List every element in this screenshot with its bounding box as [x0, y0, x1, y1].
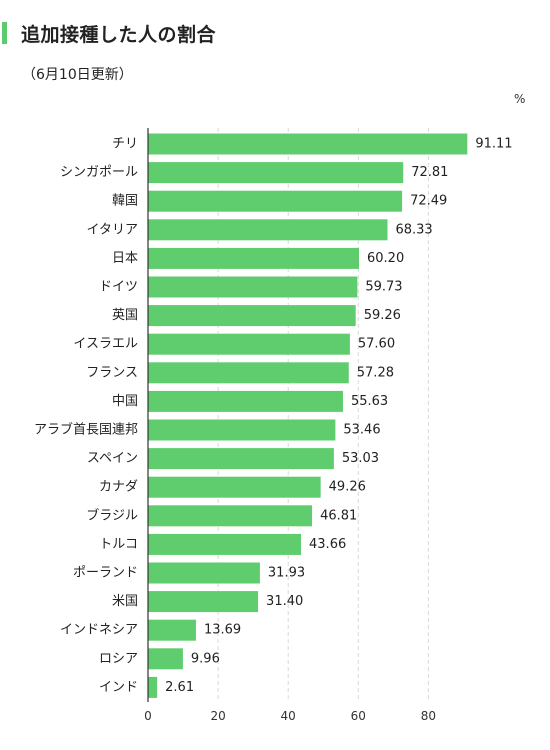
bar — [148, 476, 321, 498]
update-date: （6月10日更新） — [22, 67, 133, 83]
category-label: イタリア — [87, 222, 138, 237]
x-tick-label: 20 — [210, 709, 225, 723]
category-label: ブラジル — [86, 507, 138, 523]
value-label: 49.26 — [329, 480, 366, 495]
x-tick-label: 80 — [421, 709, 436, 723]
bar — [148, 619, 196, 641]
title-accent-bar — [2, 22, 7, 44]
unit-label: % — [514, 92, 526, 106]
bar — [148, 333, 350, 355]
value-label: 31.40 — [266, 594, 303, 609]
bar — [148, 505, 313, 527]
bar — [148, 190, 403, 212]
value-label: 68.33 — [395, 222, 432, 237]
value-label: 13.69 — [204, 623, 241, 638]
value-label: 57.28 — [357, 365, 394, 380]
value-label: 2.61 — [165, 680, 194, 695]
category-label: 韓国 — [112, 194, 138, 209]
value-label: 31.93 — [268, 566, 305, 581]
bar — [148, 419, 336, 441]
bar — [148, 648, 183, 670]
category-label: 日本 — [112, 251, 138, 266]
bar — [148, 591, 259, 613]
value-label: 55.63 — [351, 394, 388, 409]
category-label: インド — [99, 680, 138, 695]
bar — [148, 276, 358, 298]
chart-header: 追加接種した人の割合 — [0, 20, 216, 46]
value-label: 53.03 — [342, 451, 379, 466]
value-label: 91.11 — [475, 137, 512, 152]
category-label: カナダ — [99, 480, 138, 495]
value-label: 53.46 — [343, 423, 380, 438]
category-label: チリ — [112, 137, 138, 152]
x-tick-label: 0 — [144, 709, 152, 723]
bar — [148, 562, 260, 584]
x-tick-label: 40 — [281, 709, 296, 723]
bar — [148, 133, 468, 155]
value-label: 60.20 — [367, 251, 404, 266]
category-label: スペイン — [87, 451, 138, 466]
category-label: インドネシア — [60, 623, 138, 638]
bar — [148, 390, 343, 412]
category-label: アラブ首長国連邦 — [34, 422, 138, 438]
bar — [148, 162, 404, 184]
value-label: 59.73 — [365, 280, 402, 295]
bar — [148, 448, 334, 470]
value-label: 43.66 — [309, 537, 346, 552]
category-label: 中国 — [112, 394, 138, 409]
category-label: フランス — [86, 365, 138, 380]
value-label: 9.96 — [191, 651, 220, 666]
category-label: 米国 — [112, 594, 138, 609]
bar — [148, 305, 356, 327]
value-label: 57.60 — [358, 337, 395, 352]
category-label: イスラエル — [73, 337, 138, 352]
chart-title: 追加接種した人の割合 — [21, 23, 217, 46]
category-label: トルコ — [99, 537, 138, 552]
value-label: 72.81 — [411, 165, 448, 180]
bar — [148, 219, 388, 241]
category-label: ポーランド — [73, 566, 138, 581]
category-label: 英国 — [112, 308, 138, 323]
value-label: 72.49 — [410, 194, 447, 209]
bar — [148, 533, 302, 555]
category-label: ドイツ — [99, 280, 138, 295]
bar — [148, 676, 158, 698]
x-tick-label: 60 — [351, 709, 366, 723]
value-label: 46.81 — [320, 508, 357, 523]
value-label: 59.26 — [364, 308, 401, 323]
category-label: シンガポール — [60, 165, 138, 180]
bar — [148, 247, 360, 269]
bar — [148, 362, 349, 384]
category-label: ロシア — [99, 651, 138, 666]
